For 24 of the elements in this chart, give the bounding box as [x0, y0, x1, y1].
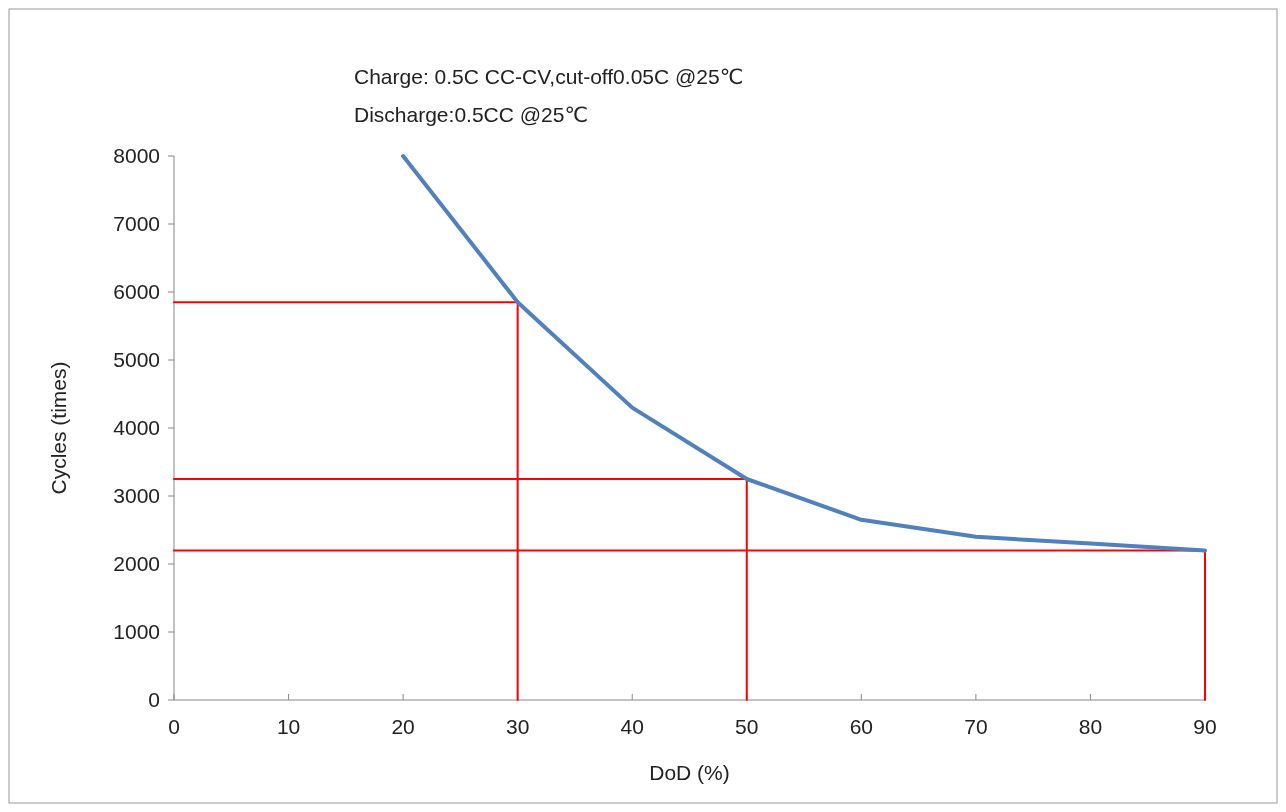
y-tick-label: 4000 — [113, 416, 160, 440]
x-axis-title: DoD (%) — [649, 761, 730, 784]
text: Discharge:0.5CC @25℃ — [354, 103, 588, 126]
x-tick-label: 0 — [168, 715, 180, 738]
y-tick-label: 6000 — [113, 280, 160, 304]
y-tick-label: 0 — [148, 688, 160, 712]
text: Charge: 0.5C CC-CV,cut-off0.05C @25℃ — [354, 65, 744, 88]
y-tick-label: 7000 — [113, 212, 160, 236]
x-tick-label: 80 — [1078, 715, 1103, 738]
x-tick-label: 20 — [391, 715, 415, 738]
x-tick-label: 30 — [505, 715, 530, 738]
y-tick-label: 2000 — [113, 552, 160, 576]
x-tick-label: 70 — [964, 715, 988, 738]
y-tick-label: 8000 — [113, 144, 160, 168]
y-tick-label: 3000 — [113, 484, 160, 508]
x-tick-label: 60 — [849, 715, 874, 738]
x-tick-label: 40 — [620, 715, 644, 738]
x-tick-label: 90 — [1193, 715, 1217, 738]
y-tick-label: 1000 — [113, 620, 160, 644]
y-tick-label: 5000 — [113, 348, 160, 372]
y-axis-title: Cycles (times) — [47, 361, 70, 495]
x-tick-label: 50 — [735, 715, 759, 738]
x-tick-label: 10 — [276, 715, 301, 738]
line-series — [401, 154, 1207, 553]
